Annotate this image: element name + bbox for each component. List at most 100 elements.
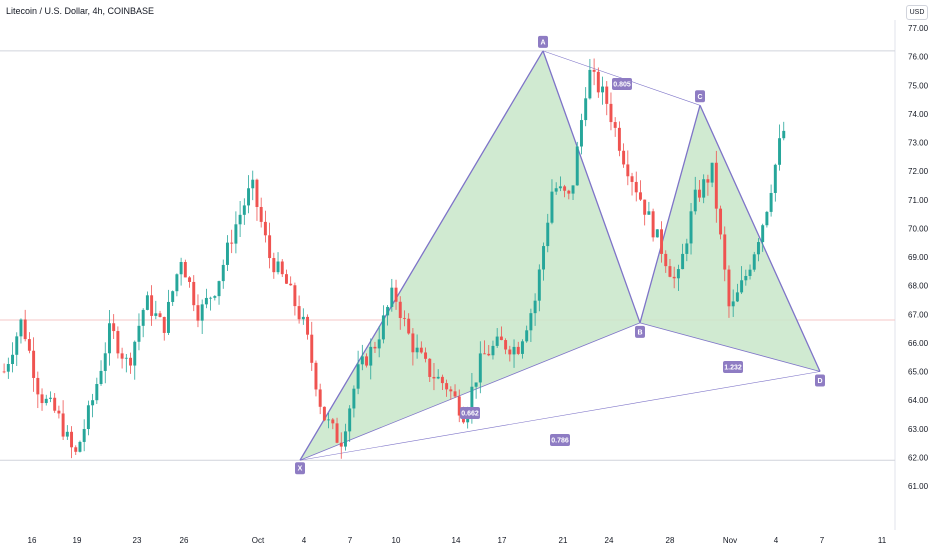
y-tick-label: 66.00 xyxy=(908,339,929,348)
candle xyxy=(192,275,196,312)
point-label-text: A xyxy=(540,39,545,46)
candle xyxy=(360,344,364,371)
candle-body xyxy=(449,389,453,392)
point-label-bg xyxy=(635,325,645,338)
candle xyxy=(613,117,617,137)
candle xyxy=(103,342,107,384)
x-tick-label: 4 xyxy=(302,536,307,545)
candle-body xyxy=(411,333,415,353)
candle xyxy=(314,360,318,397)
candle xyxy=(65,425,69,440)
candle xyxy=(478,341,482,394)
candle-body xyxy=(268,235,272,259)
candle-body xyxy=(179,262,183,275)
candle xyxy=(343,423,347,451)
candle xyxy=(702,174,706,204)
candle xyxy=(327,412,331,429)
candle xyxy=(27,332,31,354)
candle xyxy=(588,58,592,100)
candle xyxy=(196,294,200,328)
candle-body xyxy=(36,377,40,395)
candle xyxy=(183,259,187,278)
candle-body xyxy=(533,300,537,314)
candle-body xyxy=(609,103,613,123)
candle-body xyxy=(778,138,782,165)
candle-body xyxy=(668,266,672,277)
candle xyxy=(268,222,272,269)
candle-body xyxy=(70,431,74,448)
candle xyxy=(32,337,36,392)
candle-body xyxy=(276,261,280,273)
candle xyxy=(752,251,756,272)
ratio-label-text: 1.232 xyxy=(724,365,742,372)
candle-body xyxy=(571,185,575,194)
candle xyxy=(348,405,352,442)
candle xyxy=(520,339,524,359)
y-tick-label: 67.00 xyxy=(908,310,929,319)
candle xyxy=(693,176,697,215)
candle xyxy=(525,325,529,343)
candle xyxy=(15,332,19,366)
candle-body xyxy=(230,242,234,244)
candle xyxy=(171,290,175,306)
candle-body xyxy=(145,295,149,310)
candle xyxy=(504,338,508,355)
candle xyxy=(289,276,293,286)
candle-body xyxy=(57,410,61,414)
candle xyxy=(339,432,343,459)
point-label-text: B xyxy=(637,329,642,336)
candle xyxy=(731,289,735,317)
y-tick-label: 72.00 xyxy=(908,167,929,176)
candle-body xyxy=(592,69,596,72)
candle-body xyxy=(516,346,520,354)
candle-body xyxy=(630,176,634,182)
candle xyxy=(209,296,213,311)
candle xyxy=(221,259,225,289)
candle-body xyxy=(664,253,668,267)
y-tick-label: 77.00 xyxy=(908,24,929,33)
candle xyxy=(82,419,86,452)
candle-body xyxy=(470,386,474,412)
y-tick-label: 73.00 xyxy=(908,139,929,148)
candle xyxy=(57,405,61,419)
candle-body xyxy=(588,69,592,99)
candle-body xyxy=(141,309,145,326)
candle xyxy=(575,141,579,186)
candle-body xyxy=(61,413,65,437)
candle-body xyxy=(525,330,529,342)
currency-badge[interactable]: USD xyxy=(906,5,928,20)
candle-body xyxy=(162,316,166,333)
x-tick-label: 26 xyxy=(180,536,189,545)
candle-body xyxy=(761,225,765,243)
candle xyxy=(251,170,255,201)
candle xyxy=(369,338,373,380)
candle xyxy=(40,388,44,411)
candle-body xyxy=(504,340,508,350)
point-label-x: X xyxy=(295,462,305,475)
candle-body xyxy=(622,150,626,165)
x-tick-label: 16 xyxy=(28,536,37,545)
candle xyxy=(697,180,701,202)
candle-body xyxy=(537,269,541,301)
candle-body xyxy=(520,341,524,354)
candle-body xyxy=(419,347,423,353)
diag-bd xyxy=(639,322,821,372)
candle-body xyxy=(487,353,491,356)
candle-body xyxy=(436,376,440,379)
y-tick-label: 74.00 xyxy=(908,110,929,119)
candle xyxy=(150,285,154,326)
candle xyxy=(234,211,238,254)
candle-body xyxy=(554,188,558,192)
candle xyxy=(394,279,398,310)
point-label-d: D xyxy=(815,374,825,387)
candle-body xyxy=(78,441,82,452)
candle xyxy=(685,238,689,262)
candle-body xyxy=(491,345,495,356)
candle-body xyxy=(601,86,605,93)
x-tick-label: Nov xyxy=(723,536,737,545)
candle xyxy=(445,379,449,397)
candle-body xyxy=(638,192,642,200)
candle xyxy=(440,374,444,391)
candle-body xyxy=(129,357,133,366)
